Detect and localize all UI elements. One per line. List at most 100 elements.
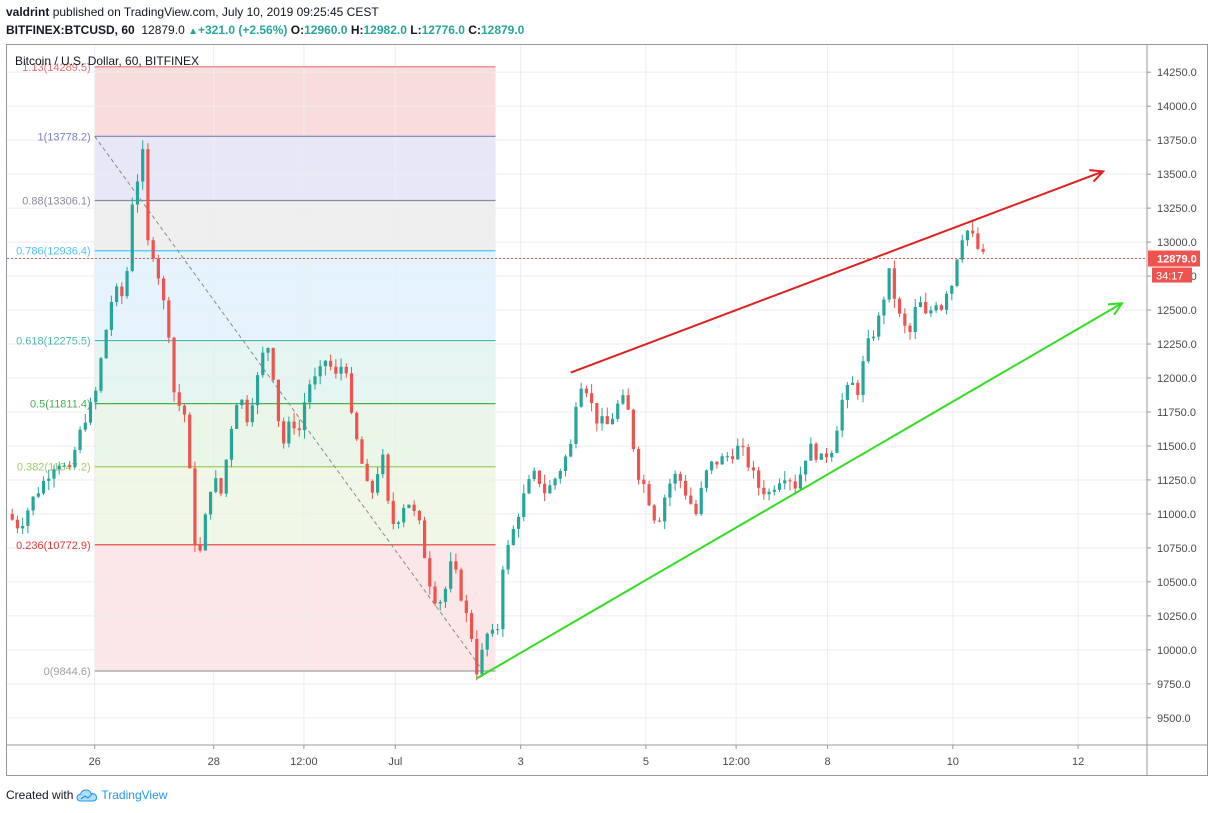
- candle-body: [501, 569, 505, 630]
- up-triangle-icon: ▲: [188, 26, 198, 37]
- fib-fill: [94, 403, 496, 467]
- candle-body: [355, 412, 359, 440]
- x-tick-label: 8: [824, 756, 830, 768]
- trend-line-support[interactable]: [476, 302, 1123, 680]
- y-axis: 9500.0 9750.0 10000.0 10250.0 10500.0 10750.0…: [1147, 67, 1197, 725]
- candle-body: [600, 416, 604, 424]
- fib-level-label: 0.618(12275.5): [16, 336, 91, 348]
- fib-level-label: 1.13(14289.5): [22, 62, 91, 74]
- y-tick-label: 10000.0: [1157, 645, 1197, 657]
- candle-body: [261, 352, 265, 376]
- y-tick-label: 11750.0: [1157, 407, 1196, 419]
- candle-body: [68, 465, 72, 468]
- x-tick-label: 12:00: [722, 756, 750, 768]
- candle-body: [402, 507, 406, 523]
- candle-body: [156, 258, 160, 279]
- candle-body: [151, 240, 155, 259]
- candle-body: [41, 480, 46, 494]
- candle-body: [590, 393, 594, 404]
- x-tick-label: 10: [947, 756, 959, 768]
- y-tick-label: 9500.0: [1157, 713, 1191, 725]
- trend-lines: [476, 169, 1124, 680]
- candle-body: [146, 149, 150, 241]
- y-tick-label: 10250.0: [1157, 611, 1197, 623]
- candle-body: [804, 460, 808, 475]
- symbol-info: BITFINEX:BTCUSD, 60 12879.0 ▲+321.0 (+2.…: [6, 23, 524, 37]
- candle-body: [798, 474, 803, 489]
- candle-body: [135, 181, 140, 205]
- candle-body: [683, 480, 688, 496]
- candle-body: [882, 299, 886, 316]
- author-name[interactable]: valdrint: [6, 5, 50, 19]
- candle-body: [104, 329, 108, 359]
- candle-body: [866, 338, 870, 362]
- candle-body: [751, 467, 756, 471]
- y-tick-label: 11500.0: [1157, 441, 1196, 453]
- trend-line-resistance[interactable]: [570, 170, 1104, 374]
- fib-level-label: 0.236(10772.9): [16, 540, 91, 552]
- candle-body: [245, 399, 249, 423]
- y-tick-label: 12250.0: [1157, 339, 1197, 351]
- candle-body: [396, 522, 401, 525]
- price-change: +321.0 (+2.56%): [198, 23, 288, 37]
- candle-body: [83, 422, 87, 430]
- y-tick-label: 14000.0: [1157, 101, 1197, 113]
- candle-body: [725, 456, 729, 458]
- candle-body: [94, 390, 98, 403]
- candle-body: [579, 388, 583, 407]
- fib-diagonal: [94, 136, 484, 672]
- candle-body: [835, 430, 839, 453]
- arrowhead-support: [1107, 302, 1124, 316]
- candle-body: [339, 366, 343, 374]
- fib-level-label: 0.88(13306.1): [22, 195, 91, 207]
- candle-body: [944, 293, 949, 310]
- fib-fill: [94, 136, 496, 201]
- symbol-label: BITFINEX:BTCUSD, 60: [6, 23, 135, 37]
- candle-body: [918, 302, 923, 307]
- candle-body: [172, 337, 176, 393]
- chart-title: Bitcoin / U.S. Dollar, 60, BITFINEX: [15, 54, 199, 68]
- chart-frame[interactable]: 1.13(14289.5) 1(13778.2) 0.88(13306.1) 0.78…: [6, 44, 1208, 776]
- candle-body: [376, 474, 380, 493]
- candle-body: [616, 403, 620, 419]
- price-chart[interactable]: 1.13(14289.5) 1(13778.2) 0.88(13306.1) 0.78…: [7, 45, 1207, 775]
- fib-level-label: 0.5(11811.4): [30, 399, 91, 411]
- candle-body: [475, 639, 479, 675]
- candle-body: [537, 470, 542, 484]
- candle-body: [302, 402, 307, 431]
- candle-body: [626, 395, 630, 410]
- last-price-value: 12879.0: [1157, 254, 1197, 266]
- high-value: 12982.0: [363, 23, 407, 37]
- x-tick-label: Jul: [388, 756, 402, 768]
- candle-body: [830, 452, 834, 458]
- candle-body: [15, 519, 20, 529]
- candle-body: [229, 428, 234, 460]
- candle-body: [198, 545, 202, 551]
- candle-body: [99, 358, 103, 391]
- y-tick-label: 13000.0: [1157, 237, 1197, 249]
- candle-body: [647, 484, 651, 506]
- candle-body: [235, 405, 239, 429]
- candle-body: [370, 481, 374, 493]
- y-tick-label: 11250.0: [1157, 475, 1196, 487]
- candle-body: [856, 382, 860, 395]
- published-text: published on TradingView.com, July 10, 2…: [52, 5, 379, 19]
- candle-body: [610, 418, 615, 425]
- candle-body: [657, 520, 662, 522]
- candle-body: [167, 300, 171, 338]
- candle-body: [318, 366, 322, 377]
- candle-body: [861, 361, 865, 395]
- fib-fill: [94, 544, 496, 671]
- candle-body: [214, 478, 218, 492]
- candle-body: [386, 454, 390, 501]
- candle-body: [553, 478, 557, 486]
- candle-body: [704, 470, 709, 488]
- fib-level-label: 0.786(12936.4): [16, 246, 91, 258]
- candle-body: [57, 465, 61, 470]
- low-label: L:: [410, 23, 422, 37]
- tradingview-link[interactable]: TradingView: [101, 788, 168, 802]
- candle-body: [516, 517, 521, 529]
- fib-fills: [94, 66, 496, 671]
- candle-body: [971, 230, 975, 234]
- candle-body: [360, 439, 364, 464]
